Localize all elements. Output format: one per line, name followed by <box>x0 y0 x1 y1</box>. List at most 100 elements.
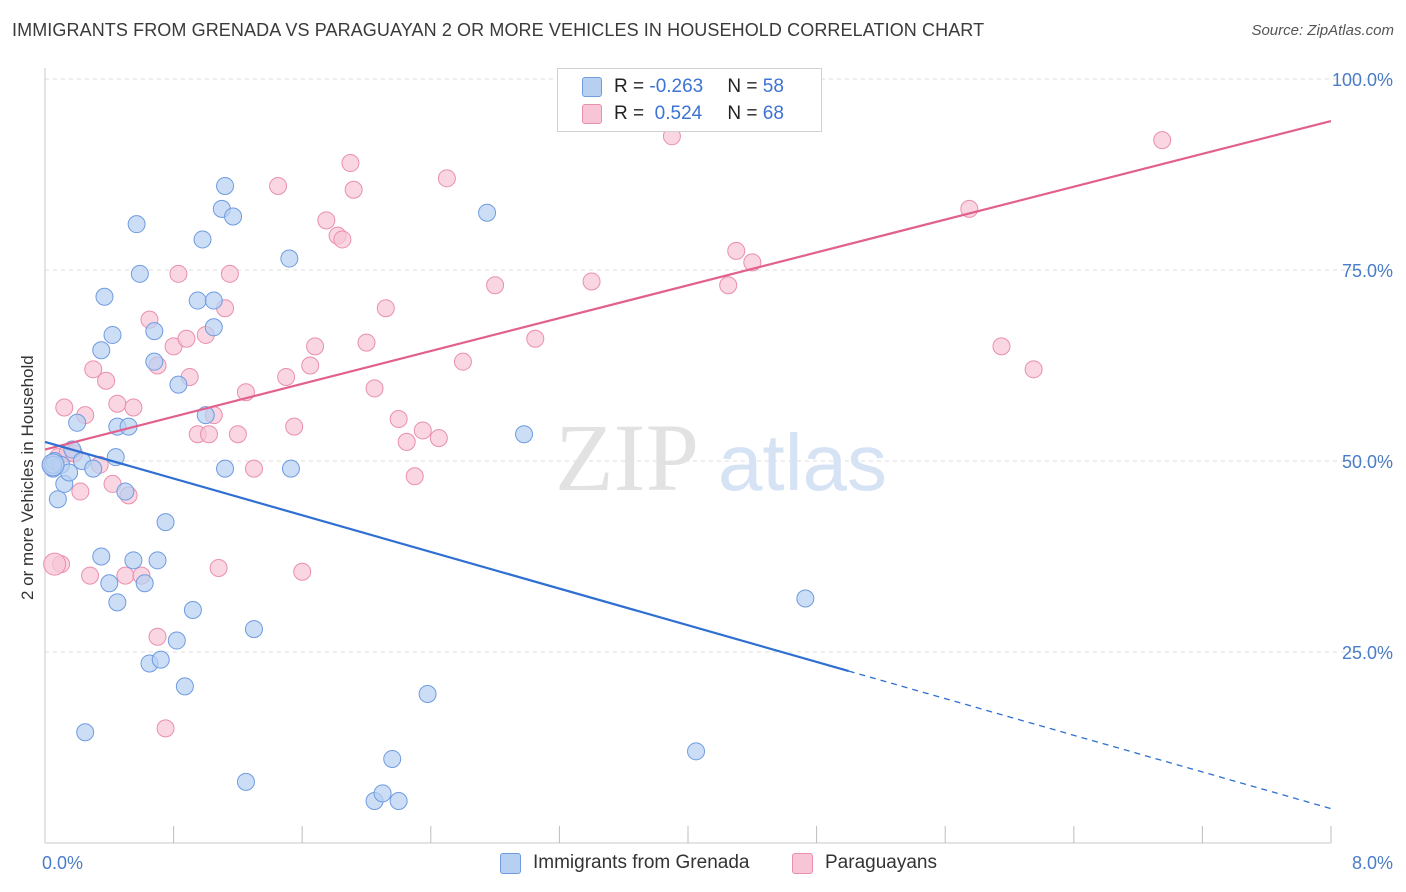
data-point <box>301 356 320 375</box>
data-point <box>486 276 505 295</box>
legend-item-grenada[interactable]: Immigrants from Grenada <box>500 852 749 874</box>
data-point <box>277 367 296 386</box>
data-point <box>280 249 299 268</box>
data-point <box>224 207 243 226</box>
data-point <box>1024 360 1043 379</box>
data-point <box>92 341 111 360</box>
data-point <box>124 398 143 417</box>
data-point <box>43 552 67 576</box>
data-point <box>156 513 175 532</box>
legend-row-paraguayans: R = 0.524 N = 68 <box>582 101 784 127</box>
data-point <box>145 322 164 341</box>
data-point <box>453 352 472 371</box>
legend-swatch-pink <box>582 104 602 124</box>
data-point <box>418 685 437 704</box>
legend-r-label: R = <box>614 76 650 97</box>
data-point <box>135 574 154 593</box>
data-point <box>95 287 114 306</box>
data-point <box>285 417 304 436</box>
trend-line-grenada-extension <box>848 670 1332 810</box>
legend-n-label: N = <box>727 76 763 97</box>
data-point <box>515 425 534 444</box>
legend-n-value: 68 <box>762 103 784 124</box>
data-point <box>148 627 167 646</box>
data-point <box>41 453 65 477</box>
trend-line-paraguayans <box>44 119 1332 451</box>
data-point <box>169 375 188 394</box>
data-point <box>727 241 746 260</box>
data-point <box>199 425 218 444</box>
data-point <box>209 558 228 577</box>
data-point <box>344 180 363 199</box>
data-point <box>68 413 87 432</box>
data-point <box>269 176 288 195</box>
data-point <box>376 299 395 318</box>
x-tick-label: 0.0% <box>42 853 83 873</box>
data-point <box>743 253 762 272</box>
data-point <box>196 406 215 425</box>
data-point <box>383 749 402 768</box>
data-point <box>796 589 815 608</box>
legend-swatch-pink <box>792 852 813 874</box>
data-point <box>437 169 456 188</box>
data-point <box>719 276 738 295</box>
data-point <box>151 650 170 669</box>
data-point <box>169 264 188 283</box>
data-point <box>48 490 67 509</box>
data-point <box>341 154 360 173</box>
data-point <box>306 337 325 356</box>
data-point <box>992 337 1011 356</box>
trend-lines <box>44 119 1332 810</box>
data-point <box>478 203 497 222</box>
data-point <box>397 432 416 451</box>
legend-n-value: 58 <box>762 76 784 97</box>
data-point <box>204 318 223 337</box>
data-point <box>92 547 111 566</box>
data-point <box>177 329 196 348</box>
data-point <box>687 742 706 761</box>
data-point <box>193 230 212 249</box>
y-tick-label: 25.0% <box>1342 643 1393 663</box>
watermark-atlas: atlas <box>718 418 887 507</box>
data-point <box>216 176 235 195</box>
legend-label-paraguayans: Paraguayans <box>825 852 937 873</box>
data-point <box>156 719 175 738</box>
data-point <box>103 325 122 344</box>
data-point <box>148 551 167 570</box>
data-point <box>582 272 601 291</box>
gridlines <box>45 78 1392 653</box>
data-point <box>175 677 194 696</box>
series-legend: Immigrants from Grenada Paraguayans <box>0 852 1406 878</box>
legend-swatch-blue <box>582 77 602 97</box>
data-point <box>357 333 376 352</box>
data-point <box>429 429 448 448</box>
legend-item-paraguayans[interactable]: Paraguayans <box>792 852 937 874</box>
data-point <box>526 329 545 348</box>
data-point <box>71 482 90 501</box>
y-tick-label: 100.0% <box>1332 70 1393 90</box>
legend-r-value: -0.263 <box>649 76 704 97</box>
legend-label-grenada: Immigrants from Grenada <box>533 852 750 873</box>
data-point <box>216 459 235 478</box>
watermark: ZIP atlas <box>555 404 887 511</box>
data-point <box>84 360 103 379</box>
data-point <box>188 291 207 310</box>
data-point <box>244 459 263 478</box>
data-point <box>127 215 146 234</box>
stats-legend: R = -0.263 N = 58 R = 0.524 N = 68 <box>557 68 822 132</box>
data-point <box>116 482 135 501</box>
data-point <box>130 264 149 283</box>
data-point <box>389 409 408 428</box>
trend-line-grenada <box>44 440 850 673</box>
y-tick-label: 50.0% <box>1342 452 1393 472</box>
data-point <box>365 379 384 398</box>
x-tick-label: 8.0% <box>1352 853 1393 873</box>
tick-labels: 25.0% 50.0% 75.0% 100.0% 0.0% 8.0% <box>42 70 1393 873</box>
data-point <box>124 551 143 570</box>
data-point <box>167 631 186 650</box>
legend-r-value: 0.524 <box>649 103 703 124</box>
data-point <box>100 574 119 593</box>
data-point <box>183 600 202 619</box>
data-point <box>389 791 408 810</box>
